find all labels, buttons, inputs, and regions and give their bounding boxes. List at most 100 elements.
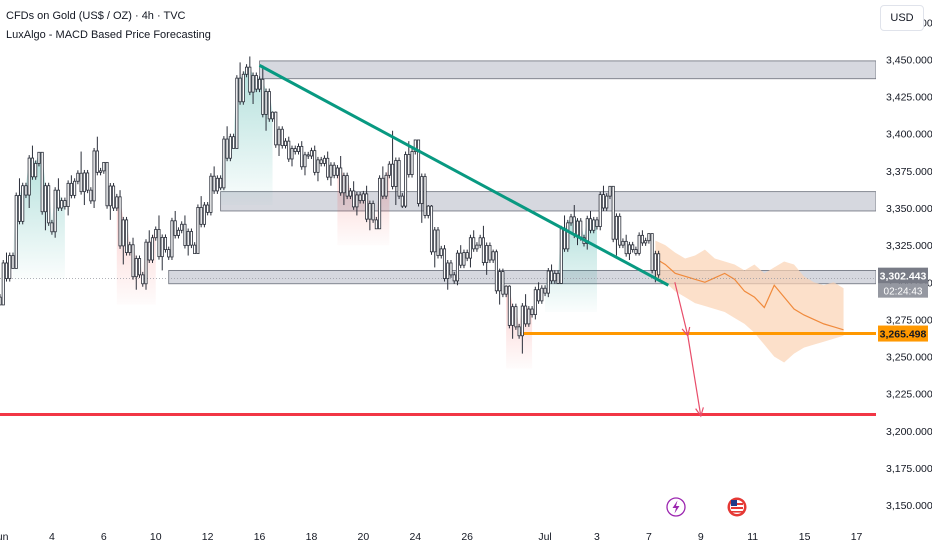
- candle: [416, 139, 421, 207]
- candle: [11, 252, 15, 269]
- candle: [267, 88, 271, 122]
- candle: [553, 270, 557, 284]
- candle: [24, 182, 28, 199]
- candle: [614, 213, 618, 256]
- x-axis[interactable]: Jun 4 6 10 12 16 18 20 24 26 Jul 3 7 9 11 15 17: [0, 531, 863, 543]
- candle: [17, 178, 22, 225]
- candle-body: [621, 240, 625, 246]
- candle-body: [128, 244, 132, 253]
- candle-body: [108, 185, 112, 207]
- candle: [189, 228, 193, 249]
- candle-body: [274, 111, 278, 146]
- candle: [585, 215, 589, 250]
- candle: [468, 234, 472, 268]
- candle: [157, 215, 161, 260]
- candle: [219, 175, 223, 191]
- us-flag-event-icon[interactable]: [727, 497, 747, 517]
- candle-body: [631, 244, 635, 251]
- candle: [76, 170, 80, 185]
- candle: [43, 182, 47, 231]
- candle: [47, 182, 51, 226]
- trendline-layer[interactable]: [258, 64, 670, 287]
- indicator-name[interactable]: LuxAlgo - MACD Based Price Forecasting: [6, 29, 211, 41]
- candle-body: [1, 262, 5, 306]
- candle-body: [352, 190, 356, 208]
- candle-body: [63, 200, 67, 207]
- candle: [79, 151, 83, 195]
- candle-body: [76, 172, 80, 182]
- candle-body: [598, 194, 602, 227]
- lightning-event-icon[interactable]: [666, 497, 686, 517]
- candle: [186, 228, 190, 256]
- candle-body: [212, 175, 216, 192]
- candle: [429, 205, 434, 255]
- candle-body: [355, 194, 359, 208]
- candle: [296, 143, 301, 155]
- candle-body: [647, 233, 651, 242]
- candle: [60, 197, 64, 211]
- x-tick-label: 26: [461, 531, 473, 543]
- target-price-label: 3,265.498: [880, 329, 927, 341]
- candle-body: [209, 175, 213, 213]
- candle-body: [387, 163, 391, 176]
- candle: [313, 145, 317, 176]
- candle-body: [592, 219, 596, 231]
- candle: [251, 72, 255, 104]
- candle: [63, 197, 67, 210]
- candle-body: [400, 195, 404, 207]
- candle-body: [131, 244, 135, 278]
- candle: [634, 246, 638, 256]
- candle: [478, 234, 482, 249]
- candle-body: [99, 170, 103, 173]
- candle-body: [397, 160, 401, 197]
- candle-body: [287, 140, 291, 160]
- candle: [21, 182, 25, 225]
- candle: [261, 65, 265, 118]
- y-tick-label: 3,150.000: [886, 500, 932, 512]
- candle-body: [507, 285, 511, 326]
- candle: [196, 204, 200, 255]
- candle-body: [572, 216, 576, 236]
- candle-body: [167, 249, 171, 258]
- candle: [274, 111, 278, 148]
- candle-body: [420, 176, 424, 204]
- candle: [647, 233, 651, 244]
- projection-arrow-0: [674, 282, 689, 336]
- candle: [556, 270, 560, 284]
- candle-body: [504, 285, 508, 295]
- currency-button[interactable]: USD: [880, 5, 924, 31]
- candle-body: [115, 196, 119, 209]
- candle: [228, 133, 232, 162]
- candle: [1, 260, 5, 306]
- candle: [391, 130, 395, 190]
- candle: [627, 241, 631, 260]
- candle: [134, 255, 138, 290]
- candle-body: [585, 218, 589, 244]
- y-tick-label: 3,400.000: [886, 129, 932, 141]
- candle-body: [34, 163, 38, 178]
- candle: [92, 147, 96, 208]
- candle: [124, 216, 129, 256]
- candle-body: [494, 251, 498, 292]
- candle-body: [595, 219, 599, 227]
- candle-body: [283, 140, 288, 146]
- candle: [562, 215, 567, 252]
- candle-body: [50, 222, 54, 233]
- candle-body: [361, 193, 365, 201]
- candle: [387, 161, 391, 179]
- candle: [277, 126, 281, 156]
- candle: [69, 175, 73, 199]
- candle-body: [611, 185, 615, 240]
- candle-body: [465, 252, 469, 259]
- candle: [420, 173, 424, 223]
- candle-body: [176, 229, 180, 236]
- candle-body: [423, 176, 427, 216]
- candle-body: [657, 253, 661, 276]
- candle: [173, 210, 177, 239]
- countdown-label: 02:24:43: [884, 287, 923, 298]
- candle-body: [335, 167, 339, 176]
- candle-body: [112, 185, 116, 209]
- event-icons[interactable]: [666, 497, 747, 517]
- candle: [258, 76, 262, 93]
